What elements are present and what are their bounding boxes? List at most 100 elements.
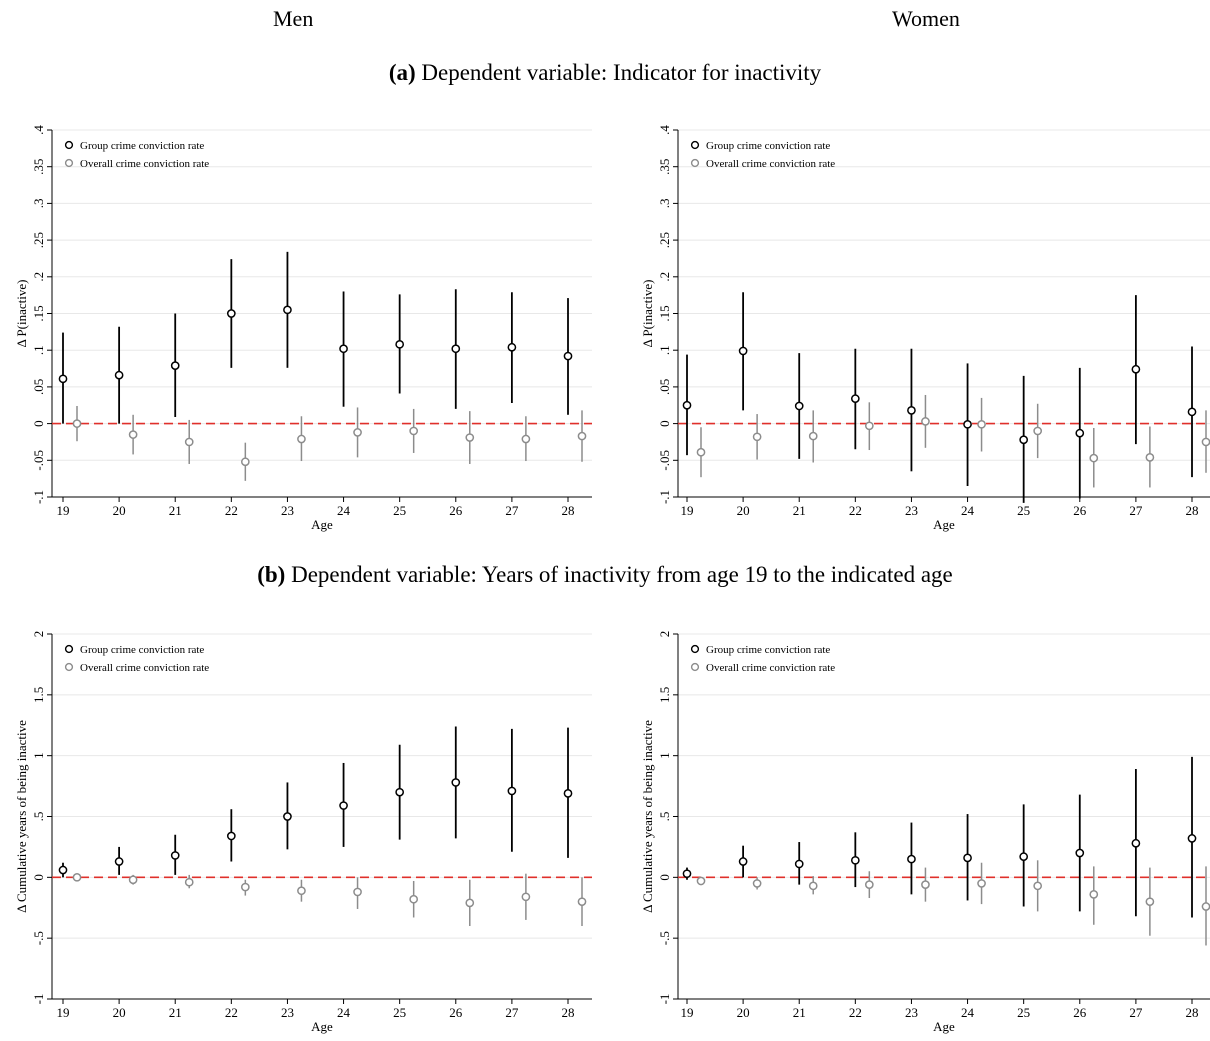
group-point bbox=[563, 351, 573, 361]
legend-marker-group bbox=[690, 644, 700, 654]
x-tick-label: 22 bbox=[849, 1005, 862, 1020]
overall-point bbox=[353, 887, 362, 897]
y-tick-label: .5 bbox=[31, 812, 46, 822]
group-point bbox=[1131, 364, 1141, 374]
y-axis-title: Δ P(inactive) bbox=[640, 280, 655, 348]
y-tick-label: 2 bbox=[31, 631, 46, 638]
panel-a-text: Dependent variable: Indicator for inacti… bbox=[421, 60, 822, 85]
y-tick-label: -.05 bbox=[657, 450, 672, 471]
overall-point bbox=[577, 431, 587, 441]
overall-point bbox=[1145, 897, 1155, 907]
y-tick-label: .35 bbox=[31, 159, 46, 175]
group-point bbox=[507, 342, 517, 352]
x-tick-label: 23 bbox=[905, 1005, 918, 1020]
y-tick-label: 1.5 bbox=[657, 687, 672, 703]
panel-b-letter: (b) bbox=[257, 562, 286, 587]
overall-point bbox=[1145, 453, 1155, 462]
x-axis-title: Age bbox=[311, 1019, 333, 1034]
y-tick-label: 0 bbox=[657, 420, 672, 427]
overall-point bbox=[465, 433, 475, 442]
group-point bbox=[283, 812, 292, 821]
column-header-men: Men bbox=[273, 6, 314, 31]
legend-label-overall: Overall crime conviction rate bbox=[706, 158, 835, 170]
x-tick-label: 24 bbox=[961, 1005, 975, 1020]
group-point bbox=[58, 865, 68, 875]
panel-a-title: (a) Dependent variable: Indicator for in… bbox=[0, 60, 1210, 86]
x-tick-label: 27 bbox=[505, 1005, 519, 1020]
legend-marker-overall bbox=[64, 662, 74, 672]
group-point bbox=[1019, 852, 1029, 861]
x-tick-label: 25 bbox=[393, 1005, 406, 1020]
overall-point bbox=[409, 426, 419, 436]
legend-label-group: Group crime conviction rate bbox=[706, 140, 830, 152]
y-tick-label: .3 bbox=[31, 199, 46, 209]
group-point bbox=[907, 854, 916, 864]
x-tick-label: 28 bbox=[562, 1005, 575, 1020]
x-tick-label: 28 bbox=[1186, 503, 1199, 518]
group-point bbox=[283, 305, 292, 315]
group-point bbox=[1187, 407, 1197, 417]
y-tick-label: 0 bbox=[31, 874, 46, 881]
panel-a-letter: (a) bbox=[388, 60, 416, 85]
y-tick-label: 1 bbox=[31, 752, 46, 759]
group-point bbox=[339, 801, 348, 810]
y-tick-label: .15 bbox=[31, 305, 46, 321]
legend: Group crime conviction rate Overall crime… bbox=[690, 140, 835, 170]
legend-label-overall: Overall crime conviction rate bbox=[80, 158, 209, 170]
y-tick-label: .2 bbox=[31, 272, 46, 282]
y-tick-label: .05 bbox=[657, 379, 672, 395]
x-tick-label: 21 bbox=[169, 1005, 182, 1020]
group-point bbox=[339, 344, 348, 354]
overall-point bbox=[409, 894, 419, 904]
overall-point bbox=[752, 879, 762, 888]
y-axis-title: Δ Cumulative years of being inactive bbox=[640, 720, 655, 913]
legend-marker-overall bbox=[690, 158, 700, 168]
overall-point bbox=[921, 880, 930, 889]
x-tick-label: 25 bbox=[1017, 1005, 1030, 1020]
y-axis-title: Δ Cumulative years of being inactive bbox=[14, 720, 29, 913]
x-tick-label: 28 bbox=[1186, 1005, 1199, 1020]
y-tick-label: .05 bbox=[31, 379, 46, 395]
overall-point bbox=[72, 419, 82, 428]
group-point bbox=[963, 853, 972, 863]
y-tick-label: .4 bbox=[31, 125, 46, 135]
x-tick-label: 27 bbox=[1129, 503, 1143, 518]
overall-point bbox=[521, 892, 531, 902]
overall-point bbox=[808, 431, 818, 441]
y-tick-label: .4 bbox=[657, 125, 672, 135]
overall-point bbox=[864, 880, 874, 889]
overall-point bbox=[184, 877, 194, 887]
group-point bbox=[114, 857, 124, 866]
x-tick-label: 19 bbox=[681, 503, 694, 518]
legend: Group crime conviction rate Overall crime… bbox=[64, 644, 209, 674]
overall-point bbox=[128, 430, 138, 439]
panel-b-text: Dependent variable: Years of inactivity … bbox=[291, 562, 953, 587]
y-tick-label: -.5 bbox=[657, 931, 672, 945]
x-tick-label: 20 bbox=[737, 503, 750, 518]
x-tick-label: 26 bbox=[449, 1005, 463, 1020]
y-tick-label: .2 bbox=[657, 272, 672, 282]
overall-point bbox=[128, 875, 138, 885]
y-tick-label: -.1 bbox=[657, 490, 672, 504]
y-tick-label: 0 bbox=[657, 874, 672, 881]
y-tick-label: .25 bbox=[657, 232, 672, 248]
x-axis-title: Age bbox=[311, 517, 333, 532]
legend-label-overall: Overall crime conviction rate bbox=[80, 662, 209, 674]
overall-point bbox=[1201, 437, 1210, 447]
group-point bbox=[226, 831, 236, 841]
legend-marker-overall bbox=[64, 158, 74, 168]
overall-point bbox=[1201, 902, 1210, 911]
group-point bbox=[114, 370, 124, 380]
overall-point bbox=[297, 434, 306, 444]
overall-point bbox=[1089, 453, 1099, 463]
x-tick-label: 20 bbox=[113, 503, 126, 518]
group-point bbox=[850, 855, 860, 865]
group-point bbox=[682, 869, 692, 879]
chart-panel-a-men: -.1 -.05 0 .05 .1 .15 .2 .25 .3 .35 .4 19 20 21 22 23 24… bbox=[14, 125, 592, 532]
legend: Group crime conviction rate Overall crime… bbox=[690, 644, 835, 674]
group-point bbox=[682, 400, 692, 410]
group-point bbox=[963, 419, 972, 429]
overall-point bbox=[240, 882, 250, 892]
group-point bbox=[395, 787, 405, 797]
legend-label-group: Group crime conviction rate bbox=[80, 140, 204, 152]
